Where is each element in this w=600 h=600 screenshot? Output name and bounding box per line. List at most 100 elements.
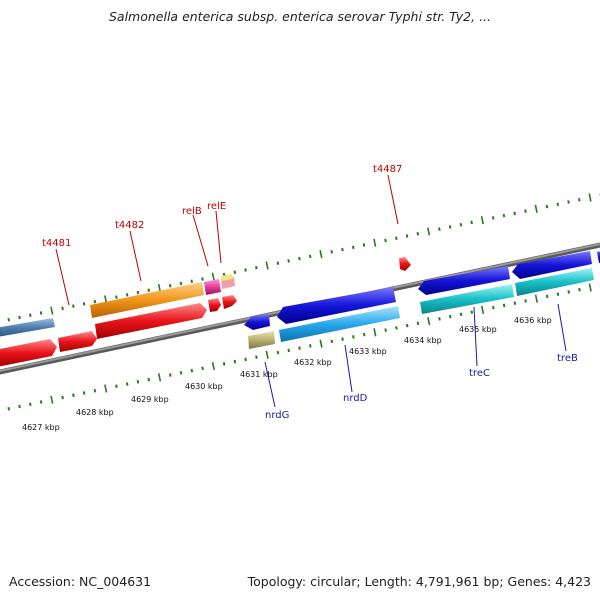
minor-tick [448, 314, 452, 319]
minor-tick [190, 279, 194, 284]
blue-feature[interactable] [418, 266, 510, 295]
gene-label-relB[interactable]: relB [182, 206, 202, 217]
minor-tick [492, 305, 495, 310]
gene-label-t4487[interactable]: t4487 [373, 164, 402, 175]
minor-tick [524, 209, 527, 213]
kbp-label: 4634 kbp [404, 336, 442, 345]
kbp-label: 4629 kbp [131, 395, 169, 404]
minor-tick [577, 198, 581, 202]
minor-tick [513, 211, 517, 216]
minor-tick [416, 231, 420, 236]
blue-feature[interactable] [597, 250, 600, 263]
blue-feature[interactable] [277, 287, 396, 324]
minor-tick [524, 299, 527, 303]
minor-tick [298, 346, 301, 350]
gene-label-t4482[interactable]: t4482 [115, 220, 144, 231]
feature-track-lower [0, 268, 594, 367]
minor-tick [276, 261, 280, 265]
minor-tick [362, 243, 366, 247]
magenta-feature[interactable] [204, 279, 221, 295]
gene-label-nrdG[interactable]: nrdG [265, 410, 289, 421]
blue-feature[interactable] [512, 251, 592, 279]
major-tick [426, 227, 431, 236]
gene-label-treB[interactable]: treB [557, 353, 578, 364]
minor-tick [244, 357, 247, 362]
minor-tick [352, 335, 355, 339]
major-tick [50, 306, 54, 315]
minor-tick [147, 288, 151, 293]
red-small-feature[interactable] [399, 257, 411, 271]
steel-feature[interactable] [0, 318, 55, 337]
minor-tick [405, 323, 409, 328]
minor-tick [233, 359, 237, 364]
olive-feature[interactable] [248, 331, 275, 349]
red-feature[interactable] [0, 339, 57, 367]
cyan-feature[interactable] [420, 284, 514, 314]
minor-tick [384, 328, 387, 332]
kbp-label: 4632 kbp [294, 358, 332, 367]
minor-tick [502, 303, 506, 308]
minor-tick [491, 216, 495, 220]
minor-tick [233, 270, 237, 274]
minor-tick [18, 315, 21, 320]
major-tick [373, 238, 377, 247]
cyan-feature[interactable] [515, 268, 594, 296]
gene-label-t4481[interactable]: t4481 [42, 238, 71, 249]
minor-tick [330, 339, 334, 344]
map-title: Salmonella enterica subsp. enterica sero… [108, 9, 492, 24]
minor-tick [470, 310, 474, 314]
minor-tick [136, 290, 140, 295]
minor-tick [255, 265, 258, 270]
gene-label-nrdD[interactable]: nrdD [343, 393, 368, 404]
minor-tick [384, 238, 387, 243]
feature-track-upper [0, 250, 600, 337]
minor-tick [556, 292, 560, 296]
minor-tick [287, 348, 291, 353]
kbp-label: 4636 kbp [514, 316, 552, 325]
kbp-label: 4630 kbp [185, 382, 223, 391]
major-tick [534, 294, 539, 303]
red-feature[interactable] [208, 298, 221, 312]
minor-tick [416, 321, 420, 326]
minor-tick [351, 245, 355, 250]
minor-tick [513, 301, 517, 305]
gene-labels: t4481 t4482 relB relE t4487 nrdG nrdD tr… [42, 164, 578, 421]
skyblue-feature[interactable] [279, 306, 400, 342]
minor-tick [82, 302, 86, 306]
minor-tick [61, 395, 64, 400]
topology-summary: Topology: circular; Length: 4,791,961 bp… [247, 574, 591, 589]
red-feature[interactable] [95, 303, 207, 339]
gene-label-relE[interactable]: relE [207, 201, 226, 212]
blue-feature[interactable] [244, 314, 270, 330]
red-feature[interactable] [222, 295, 237, 309]
minor-tick [276, 350, 280, 355]
minor-tick [438, 227, 441, 231]
minor-tick [405, 234, 409, 238]
minor-tick [298, 256, 301, 261]
minor-tick [201, 277, 204, 281]
minor-tick [136, 380, 140, 384]
minor-tick [222, 362, 226, 366]
red-feature[interactable] [58, 331, 97, 352]
minor-tick [72, 393, 75, 398]
orange-feature[interactable] [90, 282, 204, 318]
minor-tick [125, 293, 129, 297]
minor-tick [93, 389, 97, 393]
minor-tick [72, 304, 75, 308]
callout-lines [55, 174, 567, 408]
major-tick [427, 317, 431, 326]
minor-tick [7, 406, 11, 411]
minor-tick [567, 290, 571, 294]
minor-tick [362, 332, 366, 337]
kbp-label: 4628 kbp [76, 408, 114, 417]
major-tick [588, 283, 592, 292]
major-tick [480, 305, 485, 314]
minor-tick [341, 337, 344, 341]
minor-tick [61, 306, 64, 311]
gene-label-treC[interactable]: treC [469, 368, 490, 379]
yellow-feature[interactable] [221, 274, 233, 281]
minor-tick [578, 287, 581, 292]
minor-tick [545, 294, 549, 299]
major-tick [319, 339, 323, 348]
major-tick [211, 361, 215, 371]
